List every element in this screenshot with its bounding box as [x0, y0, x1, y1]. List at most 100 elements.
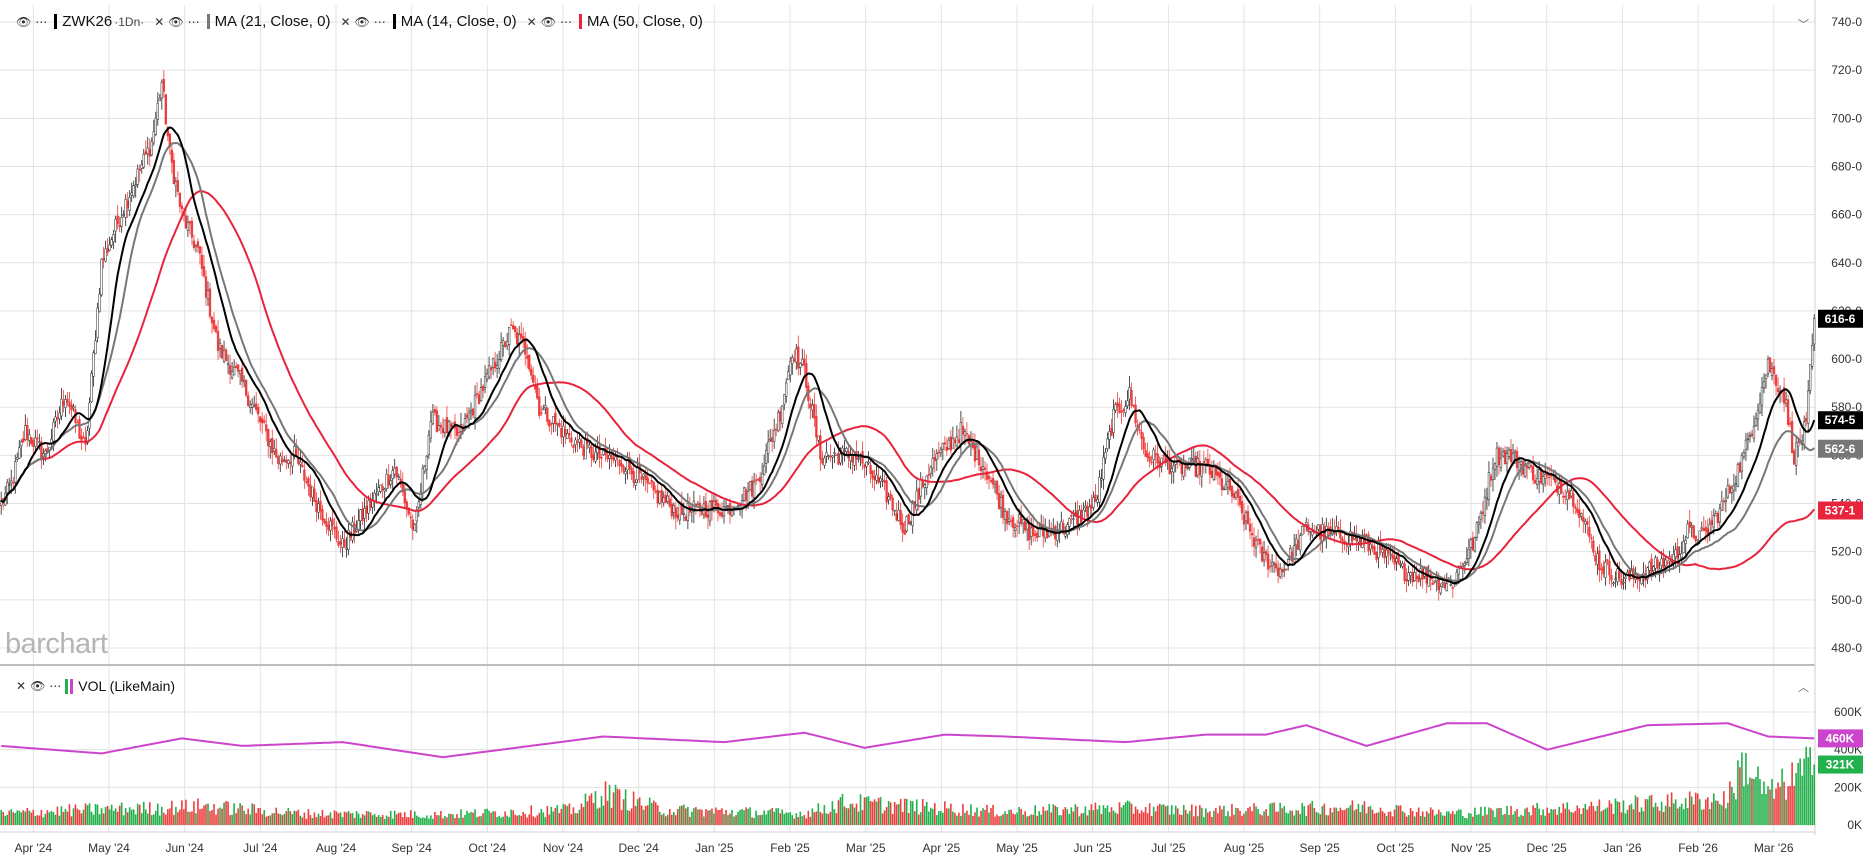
candle-body — [12, 481, 15, 484]
candle-body — [425, 456, 428, 470]
volume-bar — [560, 808, 563, 825]
candle-body — [811, 404, 814, 411]
eye-icon[interactable]: 👁 — [16, 14, 32, 29]
candle-body — [1262, 552, 1266, 561]
candle-body — [767, 441, 770, 455]
eye-icon[interactable]: 👁 — [354, 14, 370, 29]
close-icon[interactable]: ✕ — [16, 679, 27, 693]
volume-bar — [1500, 807, 1502, 825]
volume-bar — [1297, 810, 1300, 825]
volume-bar — [1201, 807, 1203, 825]
more-icon[interactable]: ⋯ — [187, 14, 200, 29]
volume-bar — [136, 803, 139, 825]
eye-icon[interactable]: 👁 — [540, 14, 556, 29]
candle-body — [1244, 512, 1248, 522]
volume-bar — [899, 799, 902, 825]
volume-bar — [1578, 808, 1581, 825]
volume-bar — [1150, 816, 1153, 825]
candle-body — [1660, 558, 1663, 566]
volume-bar — [628, 810, 631, 825]
candle-body — [1656, 559, 1659, 569]
volume-bar — [327, 815, 330, 825]
eye-icon[interactable]: 👁 — [168, 14, 184, 29]
candle-body — [1803, 421, 1806, 445]
volume-bar — [982, 808, 984, 825]
candle-body — [1236, 489, 1240, 498]
volume-bar — [271, 813, 274, 825]
candle-body — [955, 436, 959, 447]
candle-body — [939, 449, 942, 454]
volume-bar — [397, 812, 400, 825]
volume-bar — [1148, 803, 1151, 825]
volume-bar — [291, 814, 294, 825]
collapse-main-icon[interactable]: ﹀ — [1798, 19, 1809, 31]
candle-body — [1750, 433, 1754, 436]
candle-body — [642, 473, 645, 478]
candle-body — [506, 341, 509, 347]
candle-body — [1240, 501, 1244, 514]
more-icon[interactable]: ⋯ — [559, 14, 572, 29]
volume-bar — [92, 814, 95, 825]
volume-bar — [871, 801, 874, 825]
candle-body — [793, 358, 796, 363]
candle-body — [112, 234, 115, 242]
volume-bar — [1668, 806, 1671, 825]
candle-body — [176, 180, 180, 192]
candle-body — [1258, 538, 1262, 545]
volume-bar — [879, 797, 882, 825]
volume-bar — [1289, 810, 1291, 825]
volume-bar — [811, 808, 814, 825]
volume-bar — [857, 811, 860, 825]
volume-bar — [835, 813, 838, 825]
candle-body — [1056, 532, 1059, 541]
volume-bar — [124, 808, 127, 825]
candle-body — [473, 394, 477, 419]
volume-bar — [970, 804, 972, 825]
volume-bar — [303, 812, 306, 825]
more-icon[interactable]: ⋯ — [373, 14, 386, 29]
candle-body — [100, 258, 103, 296]
volume-bar — [1078, 816, 1081, 825]
more-icon[interactable]: ⋯ — [49, 679, 62, 693]
candle-body — [160, 82, 163, 99]
candle-body — [1702, 528, 1705, 531]
more-icon[interactable]: ⋯ — [35, 14, 48, 29]
collapse-volume-icon[interactable]: ︿ — [1798, 682, 1809, 694]
candle-body — [937, 451, 940, 454]
candle-body — [1036, 532, 1039, 538]
volume-bar — [329, 812, 332, 825]
eye-icon[interactable]: 👁 — [30, 679, 46, 693]
volume-bar — [697, 809, 699, 825]
candle-body — [1248, 523, 1252, 532]
volume-bar — [1602, 810, 1605, 825]
volume-bar — [233, 803, 235, 825]
volume-bar — [1295, 810, 1297, 825]
candle-body — [1730, 487, 1734, 493]
volume-bar — [1482, 815, 1484, 825]
volume-bar — [1771, 778, 1773, 825]
volume-bar — [367, 811, 370, 825]
candle-body — [1736, 464, 1740, 487]
volume-bar — [1586, 809, 1589, 825]
volume-bar — [1247, 807, 1249, 825]
candle-body — [158, 98, 161, 102]
candle-body — [34, 437, 37, 447]
volume-bar — [468, 813, 470, 825]
volume-bar — [668, 809, 671, 825]
candle-body — [1068, 518, 1071, 527]
volume-bar — [120, 802, 123, 825]
candle-body — [620, 463, 623, 467]
volume-bar — [1452, 811, 1454, 825]
candle-body — [957, 439, 961, 443]
candle-body — [1805, 418, 1808, 422]
candle-body — [283, 460, 286, 463]
close-icon[interactable]: ✕ — [154, 14, 165, 29]
candle-body — [1690, 525, 1693, 528]
price-tick-label: 740-0 — [1831, 15, 1862, 29]
candle-body — [373, 492, 376, 501]
volume-bar — [1363, 801, 1366, 825]
close-icon[interactable]: ✕ — [526, 14, 537, 29]
candle-body — [499, 342, 503, 360]
close-icon[interactable]: ✕ — [340, 14, 351, 29]
